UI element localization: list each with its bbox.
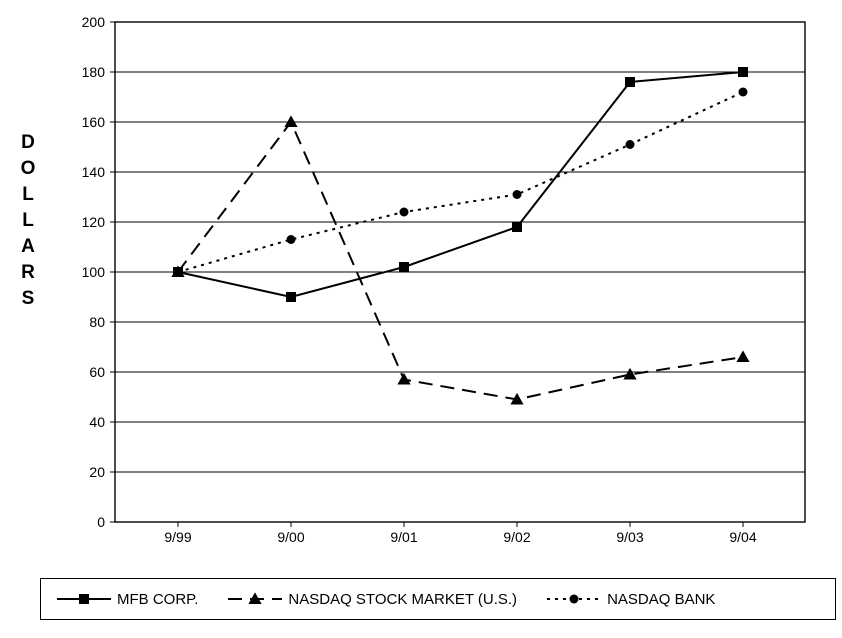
y-tick-label: 60	[89, 364, 105, 380]
x-tick-label: 9/04	[729, 529, 756, 545]
x-tick-label: 9/02	[503, 529, 530, 545]
chart-container: 0 20 40 60 80 100 120 140 160 180 200 9/99 9/00 9/01 9…	[0, 0, 842, 638]
y-tick-label: 20	[89, 464, 105, 480]
legend-label: MFB CORP.	[117, 591, 198, 608]
x-tick-label: 9/03	[616, 529, 643, 545]
y-tick-label: 140	[82, 164, 106, 180]
legend-label: NASDAQ STOCK MARKET (U.S.)	[288, 591, 517, 608]
y-tick-label: 80	[89, 314, 105, 330]
chart-svg: 0 20 40 60 80 100 120 140 160 180 200 9/99 9/00 9/01 9…	[0, 0, 842, 560]
y-tick-label: 40	[89, 414, 105, 430]
x-tick-label: 9/01	[390, 529, 417, 545]
y-tick-label: 200	[82, 14, 106, 30]
x-tick-label: 9/99	[164, 529, 191, 545]
y-tick-label: 180	[82, 64, 106, 80]
y-tick-label: 0	[97, 514, 105, 530]
legend-label: NASDAQ BANK	[607, 591, 715, 608]
legend: MFB CORP. NASDAQ STOCK MARKET (U.S.) NASDA…	[40, 578, 836, 620]
legend-item-nasdaq_bank: NASDAQ BANK	[547, 591, 715, 608]
y-tick-label: 160	[82, 114, 106, 130]
legend-item-nasdaq_us: NASDAQ STOCK MARKET (U.S.)	[228, 591, 517, 608]
legend-item-mfb: MFB CORP.	[57, 591, 198, 608]
y-tick-label: 100	[82, 264, 106, 280]
x-tick-label: 9/00	[277, 529, 304, 545]
legend-swatch-nasdaq_bank	[547, 591, 601, 607]
y-axis-label: DOLLARS	[18, 130, 38, 312]
legend-swatch-mfb	[57, 591, 111, 607]
legend-swatch-nasdaq_us	[228, 591, 282, 607]
y-tick-label: 120	[82, 214, 106, 230]
